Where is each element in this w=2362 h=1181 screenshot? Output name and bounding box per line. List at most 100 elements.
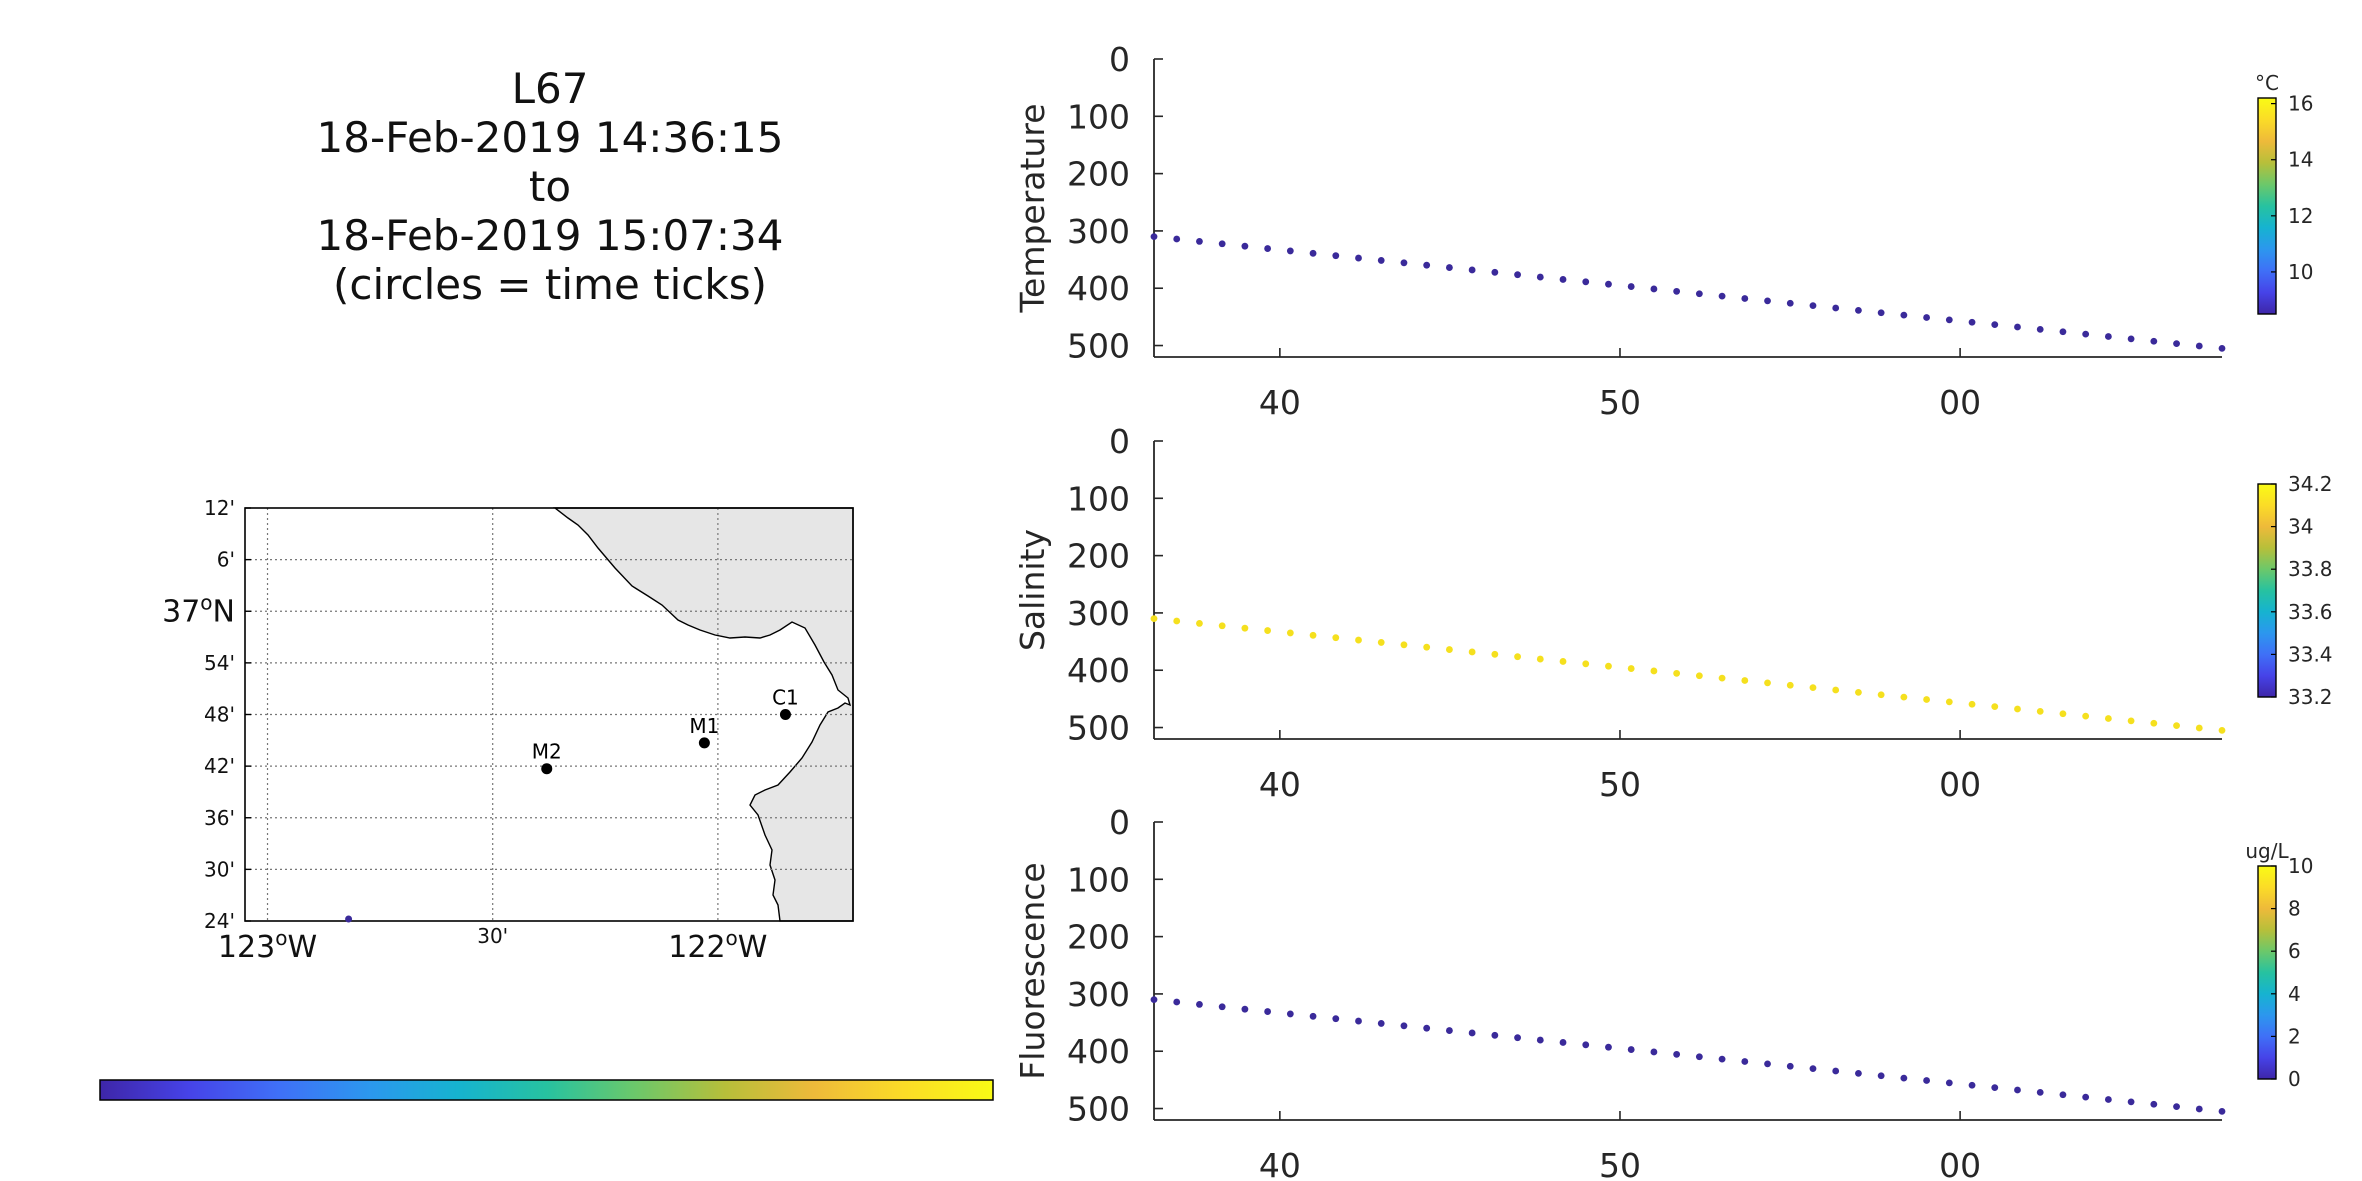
y-tick-label: 200: [1067, 918, 1130, 957]
data-point: [1764, 297, 1771, 305]
data-point: [1923, 1077, 1930, 1084]
map-lat-label: 12': [204, 496, 235, 520]
data-point: [2173, 1103, 2180, 1111]
data-point: [1695, 1053, 1703, 1061]
data-point: [1559, 276, 1567, 283]
data-point: [1377, 639, 1385, 646]
map-lat-label: 30': [204, 857, 235, 881]
y-tick-label: 300: [1067, 594, 1130, 633]
data-point: [1150, 233, 1158, 241]
y-tick-label: 100: [1067, 97, 1130, 136]
data-point: [1945, 698, 1953, 706]
data-point: [1832, 1067, 1840, 1075]
data-point: [1923, 314, 1930, 321]
y-tick-label: 100: [1067, 479, 1130, 518]
title-mission: L67: [511, 64, 589, 113]
data-point: [2036, 707, 2044, 715]
data-point: [1718, 1055, 1726, 1063]
panel-temperature: 0 100 200 300 400 500 40 50 00 Temperature 10 12 14 1…: [1013, 40, 2313, 422]
data-point: [1786, 299, 1794, 307]
data-point: [1786, 681, 1794, 689]
data-point: [1605, 280, 1612, 288]
station-label-c1: C1: [772, 686, 799, 710]
data-point: [1264, 1008, 1272, 1015]
data-point: [1968, 318, 1976, 326]
data-point: [1582, 1041, 1590, 1049]
colorbar-tick-label: 8: [2288, 897, 2301, 921]
data-point: [1286, 1010, 1294, 1018]
colorbar-tick-label: 33.8: [2288, 557, 2333, 581]
y-tick-label: 400: [1067, 1032, 1130, 1071]
data-point: [1446, 1027, 1453, 1034]
panel-fluorescence: 0 100 200 300 400 500 40 50 00 Fluorescence 0 2 4 6 8 1…: [1013, 803, 2313, 1181]
y-tick-label: 200: [1067, 537, 1130, 576]
data-point: [1809, 1065, 1817, 1073]
x-tick-label: 40: [1259, 1146, 1301, 1181]
data-point: [1355, 1017, 1362, 1025]
data-point: [1945, 1079, 1953, 1087]
map-lon-label: 123oW: [218, 926, 317, 965]
data-point: [2173, 340, 2180, 348]
colorbar-tick-label: 10: [2288, 260, 2313, 284]
title-start-time: 18-Feb-2019 14:36:15: [316, 113, 784, 162]
data-point: [1491, 268, 1499, 276]
data-point: [1264, 627, 1272, 634]
data-point: [2082, 330, 2090, 338]
data-point: [2014, 323, 2021, 331]
data-point: [2127, 1098, 2135, 1106]
colorbar-tick-label: 33.4: [2288, 642, 2333, 666]
data-point: [1832, 686, 1840, 694]
station-marker-m1: [698, 737, 710, 749]
colorbar-tick-label: 14: [2288, 148, 2313, 172]
data-point: [1718, 292, 1726, 300]
y-tick-label: 300: [1067, 212, 1130, 251]
data-point: [1536, 655, 1544, 663]
data-point: [1241, 624, 1249, 632]
track-position-marker: [345, 915, 353, 923]
colorbar-tick-label: 6: [2288, 939, 2301, 963]
data-point: [1650, 285, 1658, 293]
colorbar-tick-label: 12: [2288, 204, 2313, 228]
data-point: [2036, 1088, 2044, 1096]
data-point: [1741, 677, 1749, 684]
map-lat-label: 24': [204, 909, 235, 933]
data-point: [1582, 660, 1590, 668]
x-tick-label: 00: [1939, 383, 1981, 422]
data-point: [1150, 996, 1158, 1004]
map-lat-label: 48': [204, 703, 235, 727]
y-tick-label: 400: [1067, 269, 1130, 308]
x-tick-label: 00: [1939, 1146, 1981, 1181]
colorbar-tick-label: 16: [2288, 92, 2313, 116]
map-lat-label: 36': [204, 806, 235, 830]
data-point: [1877, 309, 1885, 317]
map-lon-label: 122oW: [668, 926, 767, 965]
data-point: [1627, 1046, 1635, 1053]
data-point: [1468, 648, 1476, 656]
data-point: [2127, 335, 2135, 343]
y-tick-label: 400: [1067, 651, 1130, 690]
data-point: [1968, 1081, 1976, 1089]
colorbar-tick-label: 2: [2288, 1024, 2301, 1048]
panel-salinity: 0 100 200 300 400 500 40 50 00 Salinity 33.2 33.4 33…: [1013, 422, 2333, 804]
data-point: [2104, 1096, 2112, 1103]
data-point: [1332, 252, 1340, 260]
data-point: [1196, 238, 1203, 245]
data-point: [2082, 1093, 2090, 1101]
data-point: [1741, 295, 1749, 302]
data-point: [2059, 1091, 2067, 1099]
map-land: [552, 507, 854, 922]
figure-title: L67 18-Feb-2019 14:36:15 to 18-Feb-2019 …: [250, 64, 850, 309]
station-marker-c1: [779, 709, 791, 720]
data-point: [2082, 712, 2090, 720]
y-axis-label: Salinity: [1013, 529, 1052, 651]
data-point: [1514, 271, 1521, 279]
y-tick-label: 0: [1109, 40, 1130, 79]
colorbar-tick-label: 33.2: [2288, 685, 2333, 709]
data-point: [2014, 1086, 2021, 1094]
y-axis-label: Temperature: [1013, 103, 1052, 313]
data-point: [1695, 672, 1703, 680]
data-point: [1150, 615, 1158, 623]
colorbar-tick-label: 4: [2288, 982, 2301, 1006]
data-point: [1900, 1074, 1908, 1082]
colorbar-tick-label: 34: [2288, 515, 2313, 539]
